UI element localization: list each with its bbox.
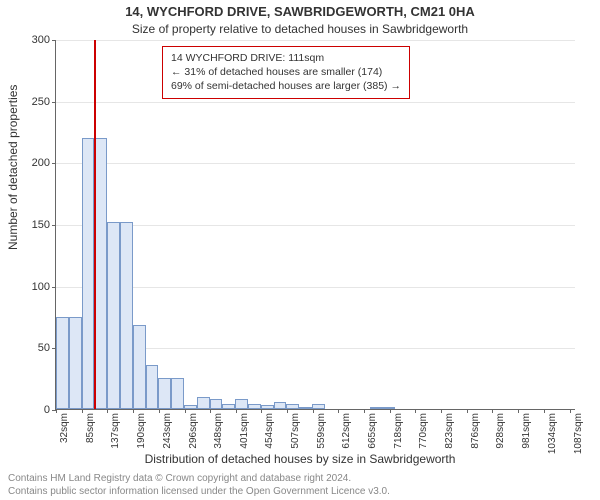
footer-line-2: Contains public sector information licen…: [8, 485, 592, 498]
histogram-bar: [286, 404, 299, 409]
xtick-label: 454sqm: [264, 413, 275, 449]
xtick-label: 718sqm: [393, 413, 404, 449]
chart-subtitle: Size of property relative to detached ho…: [0, 22, 600, 36]
gridline: [56, 225, 575, 226]
xtick-label: 770sqm: [418, 413, 429, 449]
histogram-bar: [274, 402, 287, 409]
xtick-mark: [415, 409, 416, 413]
xtick-label: 243sqm: [162, 413, 173, 449]
histogram-bar: [133, 325, 146, 409]
xtick-mark: [210, 409, 211, 413]
histogram-bar: [235, 399, 248, 409]
xtick-mark: [159, 409, 160, 413]
xtick-mark: [518, 409, 519, 413]
histogram-bar: [184, 405, 197, 409]
info-box-line: 14 WYCHFORD DRIVE: 111sqm: [171, 51, 401, 65]
gridline: [56, 163, 575, 164]
histogram-bar: [82, 138, 95, 409]
ytick-mark: [52, 102, 56, 103]
histogram-bar: [370, 407, 383, 409]
xtick-label: 665sqm: [367, 413, 378, 449]
xtick-mark: [467, 409, 468, 413]
xtick-label: 190sqm: [136, 413, 147, 449]
xtick-mark: [570, 409, 571, 413]
histogram-bar: [222, 404, 235, 409]
xtick-label: 559sqm: [316, 413, 327, 449]
xtick-label: 928sqm: [495, 413, 506, 449]
xtick-mark: [56, 409, 57, 413]
xtick-label: 137sqm: [110, 413, 121, 449]
chart-title: 14, WYCHFORD DRIVE, SAWBRIDGEWORTH, CM21…: [0, 4, 600, 19]
xtick-mark: [492, 409, 493, 413]
xtick-mark: [107, 409, 108, 413]
info-box-line: 69% of semi-detached houses are larger (…: [171, 79, 401, 93]
xtick-mark: [185, 409, 186, 413]
xtick-label: 876sqm: [470, 413, 481, 449]
xtick-mark: [390, 409, 391, 413]
histogram-bar: [383, 407, 396, 409]
xtick-label: 296sqm: [188, 413, 199, 449]
xtick-mark: [133, 409, 134, 413]
ytick-mark: [52, 225, 56, 226]
ytick-label: 0: [44, 404, 50, 416]
ytick-label: 100: [32, 281, 50, 293]
ytick-mark: [52, 287, 56, 288]
xtick-label: 32sqm: [59, 413, 70, 443]
histogram-bar: [248, 404, 261, 409]
ytick-label: 50: [38, 342, 50, 354]
histogram-bar: [158, 378, 171, 409]
xtick-mark: [338, 409, 339, 413]
histogram-bar: [197, 397, 210, 409]
gridline: [56, 102, 575, 103]
xtick-label: 348sqm: [213, 413, 224, 449]
ytick-mark: [52, 163, 56, 164]
footer-attribution: Contains HM Land Registry data © Crown c…: [8, 472, 592, 498]
xtick-mark: [287, 409, 288, 413]
xtick-mark: [364, 409, 365, 413]
histogram-bar: [312, 404, 325, 409]
histogram-bar: [261, 405, 274, 409]
xtick-label: 981sqm: [521, 413, 532, 449]
xtick-label: 1034sqm: [547, 413, 558, 454]
xtick-mark: [82, 409, 83, 413]
gridline: [56, 287, 575, 288]
y-axis-label: Number of detached properties: [6, 85, 20, 250]
xtick-mark: [441, 409, 442, 413]
info-box: 14 WYCHFORD DRIVE: 111sqm← 31% of detach…: [162, 46, 410, 99]
xtick-label: 85sqm: [85, 413, 96, 443]
histogram-bar: [171, 378, 184, 409]
histogram-bar: [210, 399, 223, 409]
histogram-bar: [56, 317, 69, 410]
xtick-label: 612sqm: [341, 413, 352, 449]
xtick-label: 507sqm: [290, 413, 301, 449]
footer-line-1: Contains HM Land Registry data © Crown c…: [8, 472, 592, 485]
xtick-mark: [261, 409, 262, 413]
gridline: [56, 40, 575, 41]
xtick-label: 401sqm: [239, 413, 250, 449]
xtick-mark: [313, 409, 314, 413]
plot-area: 05010015020025030032sqm85sqm137sqm190sqm…: [55, 40, 575, 410]
xtick-mark: [236, 409, 237, 413]
histogram-bar: [299, 407, 312, 409]
xtick-label: 1087sqm: [573, 413, 584, 454]
info-box-line: ← 31% of detached houses are smaller (17…: [171, 65, 401, 79]
ytick-mark: [52, 40, 56, 41]
chart-container: 14, WYCHFORD DRIVE, SAWBRIDGEWORTH, CM21…: [0, 0, 600, 500]
ytick-label: 200: [32, 157, 50, 169]
histogram-bar: [120, 222, 133, 409]
histogram-bar: [107, 222, 120, 409]
x-axis-label: Distribution of detached houses by size …: [0, 452, 600, 466]
ytick-label: 150: [32, 219, 50, 231]
ytick-label: 250: [32, 96, 50, 108]
histogram-bar: [146, 365, 159, 409]
histogram-bar: [69, 317, 82, 410]
xtick-mark: [544, 409, 545, 413]
ytick-label: 300: [32, 34, 50, 46]
xtick-label: 823sqm: [444, 413, 455, 449]
reference-line: [94, 40, 96, 409]
